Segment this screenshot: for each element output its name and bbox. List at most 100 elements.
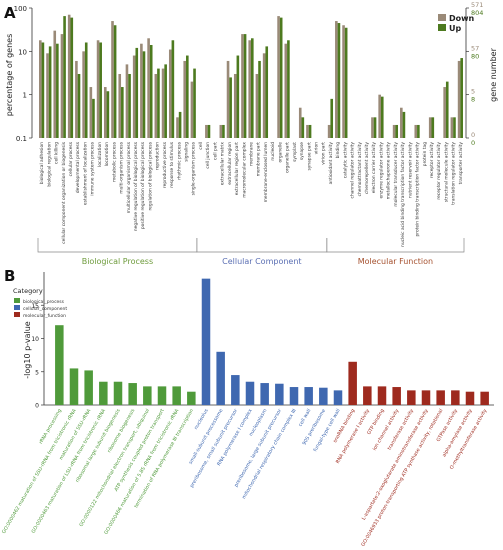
panel-b-bar (480, 391, 489, 405)
panel-a-bar-down (140, 43, 143, 138)
panel-a-x-tick-label: symplast (292, 142, 298, 162)
panel-a-bar-up (279, 17, 283, 138)
panel-b-bar (143, 386, 152, 405)
panel-a-bar-up (48, 46, 52, 139)
legend-label-up: Up (449, 24, 461, 33)
panel-a-bar-up (395, 124, 399, 138)
panel-b-bar (84, 370, 93, 405)
panel-b-x-tick-label: fungal-type cell wall (312, 408, 341, 453)
panel-a-x-tick-label: nutrient reservoir activity (407, 142, 413, 198)
panel-b-bar (69, 368, 79, 405)
panel-b-y-tick-label: 15 (31, 303, 39, 310)
panel-b-bar (187, 391, 196, 405)
panel-a-bar-up (113, 25, 117, 139)
panel-b: B -log10 p-value Category biological_pro… (1, 267, 494, 548)
panel-b-x-tick-label: ion channel activity (372, 408, 401, 452)
panel-a-x-tick-label: translation regulator activity (451, 142, 457, 205)
panel-a-x-tick-label: signaling (184, 142, 190, 162)
panel-a-bar-up (460, 58, 463, 139)
panel-a-bar-down (443, 87, 446, 138)
panel-a-bar-down (67, 14, 71, 139)
panel-a-x-tick-label: synapse part (306, 142, 312, 171)
panel-a-bar-down (262, 53, 266, 138)
panel-a-ylabel: percentage of genes (5, 34, 14, 117)
panel-a-bar-up (229, 77, 232, 138)
panel-b-bar (260, 383, 269, 405)
panel-a-bar-up (56, 43, 59, 138)
panel-a-bar-down (118, 73, 122, 138)
panel-a-bar-up (92, 98, 95, 138)
panel-a-x-tick-label: synapse (300, 142, 305, 160)
panel-a-bar-down (226, 60, 230, 138)
panel-a-bar-up (171, 40, 175, 138)
panel-a-bar-down (342, 25, 345, 139)
panel-a-x-tick-label: protein tag (422, 142, 428, 166)
panel-a-x-tick-label: membrane (249, 142, 255, 166)
panel-a-bar-up (373, 117, 377, 138)
panel-a-bar-up (186, 55, 189, 138)
panel-b-legend: Category biological_process cellular_com… (13, 287, 67, 319)
panel-a-x-tick-label: negative regulation of biological proces… (133, 141, 139, 231)
panel-a-bar-down (183, 60, 187, 138)
panel-a-bars (39, 14, 463, 139)
panel-a-bar-up (106, 91, 110, 138)
panel-b-x-tick-label: GO:0000122 mitochondrial electron transp… (78, 408, 151, 528)
panel-a-bar-up (337, 23, 341, 138)
panel-a-x-tick-label: catalytic activity (342, 142, 348, 179)
panel-a-ylabel-right: gene number (489, 47, 498, 101)
panel-a-bar-up (402, 111, 406, 138)
panel-a-right-tick-label-top: 5 (471, 88, 475, 96)
panel-a-x-tick-label: biological regulation (46, 142, 52, 187)
panel-b-bar (304, 387, 313, 405)
panel-a-y-tick-label: 100 (14, 5, 27, 13)
panel-a-bar-up (287, 40, 290, 138)
panel-a-bar-up (236, 55, 240, 138)
panel-a-bar-down (400, 107, 403, 138)
panel-a-bar-up (258, 60, 261, 138)
panel-b-bar (392, 387, 401, 405)
panel-b-bar (451, 390, 460, 405)
panel-a-y-tick-label: 0.1 (16, 135, 27, 143)
panel-a-x-tick-label: regulation of biological process (147, 141, 153, 210)
panel-a-x-tick-label: nucleoid (270, 142, 276, 161)
panel-a-bar-up (380, 96, 384, 138)
panel-a-bar-down (176, 117, 179, 138)
panel-a-x-tick-label: virion part (321, 142, 327, 165)
legend-label-mf: molecular_function (23, 313, 66, 319)
panel-a-bar-down (371, 117, 374, 138)
panel-a-x-tick-label: cell killing (54, 142, 60, 164)
panel-a-bar-down (450, 117, 454, 138)
panel-a-x-tick-label: developmental process (75, 141, 81, 193)
panel-a: A percentage of genes gene number 0.1 1 10… (4, 1, 498, 266)
panel-b-bar (421, 390, 431, 405)
panel-a-x-tick-label: molecular transducer activity (393, 142, 399, 207)
panel-a-bar-up (149, 45, 153, 139)
panel-a-x-tick-label: biological adhesion (39, 142, 45, 184)
panel-a-x-tick-label: multicellular organismal process (126, 141, 132, 213)
legend-title: Category (13, 287, 43, 295)
panel-a-x-tick-label: rhythmic process (176, 141, 182, 180)
panel-a-group-label: Cellular Component (222, 257, 301, 266)
panel-a-x-tick-label: reproduction (155, 142, 161, 170)
panel-b-bar (172, 386, 181, 405)
panel-a-bar-down (277, 16, 280, 139)
panel-a-right-tick-label-top: 0 (471, 131, 475, 139)
panel-b-ylabel: -log10 p-value (23, 321, 32, 378)
panel-a-bar-up (265, 46, 269, 139)
panel-b-bar (436, 390, 445, 405)
panel-a-bar-up (453, 117, 456, 138)
panel-b-bar (201, 278, 211, 405)
panel-a-x-tick-label: response to stimulus (169, 141, 175, 187)
panel-a-x-tick-label: channel regulator activity (350, 142, 356, 199)
panel-a-bar-down (219, 124, 223, 138)
panel-a-bar-down (147, 38, 150, 139)
panel-a-x-tick-label: positive regulation of biological proces… (140, 141, 146, 229)
panel-a-bar-down (392, 124, 396, 138)
panel-a-x-tick-labels: biological adhesion biological regulation… (39, 141, 464, 247)
panel-a-bar-down (306, 124, 309, 138)
panel-a-bar-down (168, 49, 172, 138)
panel-b-x-tick-label: transferase activity (387, 408, 416, 451)
panel-a-x-tick-label: extracellular region (227, 142, 233, 185)
panel-a-bar-down (327, 124, 331, 138)
